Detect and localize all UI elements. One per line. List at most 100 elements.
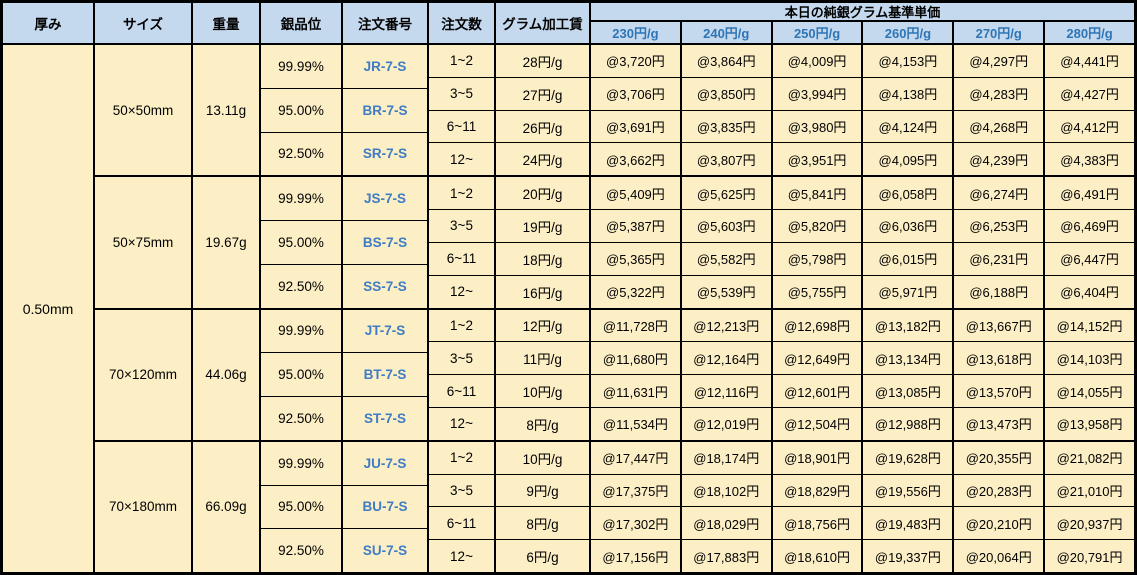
unit-price-value: @5,798円 (773, 242, 864, 275)
unit-price-value: @20,937円 (1056, 516, 1123, 532)
unit-price-value: @19,483円 (863, 507, 955, 540)
purity-value: 95.00% (261, 88, 343, 132)
col-header-gram-fee: グラム加工賃 (496, 3, 591, 43)
blocks: 50×50mm 13.11g 99.99% JR-7-S 95.00% BR-7-S 92.… (95, 45, 1134, 572)
order-qty-value: 12~ (429, 407, 496, 440)
unit-price-value: @3,994円 (773, 77, 864, 110)
gram-fee-value: 19円/g (496, 210, 591, 242)
unit-price-value: @5,409円 (591, 177, 682, 210)
order-number-link[interactable]: SS-7-S (343, 264, 429, 308)
order-number-link[interactable]: JU-7-S (343, 441, 429, 485)
unit-price-value: @13,473円 (954, 407, 1046, 440)
gram-fee-value: 6円/g (496, 540, 591, 572)
unit-price-value: @18,102円 (682, 474, 773, 507)
unit-price-value: @11,680円 (591, 342, 682, 375)
order-qty-value: 1~2 (429, 45, 496, 77)
col-header-weight: 重量 (193, 3, 261, 43)
qty-group: 1~2 10円/g @17,447円 @18,174円 @18,901円 @19,628円… (429, 441, 1134, 572)
purity-value: 95.00% (261, 221, 343, 264)
unit-price-value: @20,791円 (1056, 549, 1123, 565)
price-row: 3~5 11円/g @11,680円 @12,164円 @12,649円 @13,134円… (429, 342, 1134, 376)
price-row: 6~11 8円/g @17,302円 @18,029円 @18,756円 @19,483円… (429, 507, 1134, 541)
unit-price-value: @4,009円 (773, 45, 864, 77)
unit-price-value: @11,631円 (591, 375, 682, 407)
col-header-order-no: 注文番号 (343, 3, 429, 43)
unit-price-value: @3,662円 (591, 143, 682, 176)
size-block: 70×120mm 44.06g 99.99% JT-7-S 95.00% BT-7-S 92… (95, 309, 1134, 442)
purity-row: 95.00% BR-7-S (261, 88, 429, 133)
price-tier-header-270: 270円/g (954, 22, 1046, 43)
price-row: 12~ 6円/g @17,156円 @17,883円 @18,610円 @19,337円 @… (429, 540, 1134, 572)
order-qty-value: 6~11 (429, 507, 496, 540)
gram-fee-value: 27円/g (496, 77, 591, 110)
table-header: 厚み サイズ 重量 銀品位 注文番号 注文数 グラム加工賃 本日の純銀グラム基準… (3, 3, 1134, 45)
unit-price-value: @20,064円 (954, 540, 1046, 572)
unit-price-value: @12,504円 (773, 407, 864, 440)
unit-price-value: @4,412円 (1060, 120, 1119, 136)
order-number-link[interactable]: ST-7-S (343, 397, 429, 440)
qty-group: 1~2 12円/g @11,728円 @12,213円 @12,698円 @13,182円… (429, 309, 1134, 440)
purity-row: 99.99% JT-7-S (261, 309, 429, 354)
order-number-link[interactable]: SU-7-S (343, 529, 429, 572)
unit-price-value: @19,337円 (863, 540, 955, 572)
price-tier-header-260: 260円/g (863, 22, 955, 43)
purity-value: 95.00% (261, 485, 343, 529)
purity-value: 99.99% (261, 441, 343, 485)
order-number-link[interactable]: SR-7-S (343, 132, 429, 176)
unit-price-value: @14,103円 (1056, 351, 1123, 367)
unit-price-value: @6,491円 (1060, 186, 1119, 202)
unit-price-value: @13,134円 (863, 342, 955, 375)
unit-price-value: @11,534円 (591, 407, 682, 440)
unit-price-value: @4,239円 (954, 143, 1046, 176)
price-row: 1~2 12円/g @11,728円 @12,213円 @12,698円 @13,182円… (429, 309, 1134, 343)
size-value: 50×75mm (95, 177, 193, 308)
unit-price-value: @12,116円 (682, 375, 773, 407)
unit-price-value: @6,058円 (863, 177, 955, 210)
order-qty-value: 3~5 (429, 342, 496, 375)
unit-price-value: @6,253円 (954, 210, 1046, 242)
unit-price-value: @20,283円 (954, 474, 1046, 507)
unit-price-value: @13,085円 (863, 375, 955, 407)
unit-price-value: @18,901円 (773, 441, 864, 474)
unit-price-value: @13,618円 (954, 342, 1046, 375)
size-block: 50×50mm 13.11g 99.99% JR-7-S 95.00% BR-7-S 92.… (95, 45, 1134, 178)
gram-fee-value: 24円/g (496, 143, 591, 176)
order-qty-value: 1~2 (429, 441, 496, 474)
unit-price-value: @12,698円 (773, 309, 864, 342)
unit-price-value: @3,807円 (682, 143, 773, 176)
purity-value: 95.00% (261, 353, 343, 396)
order-number-link[interactable]: JR-7-S (343, 45, 429, 88)
unit-price-value: @12,988円 (863, 407, 955, 440)
order-number-link[interactable]: BT-7-S (343, 353, 429, 396)
unit-price-value: @3,980円 (773, 110, 864, 143)
price-row: 12~ 16円/g @5,322円 @5,539円 @5,755円 @5,971円 @6,1… (429, 275, 1134, 308)
unit-price-value: @6,274円 (954, 177, 1046, 210)
unit-price-value: @5,387円 (591, 210, 682, 242)
gram-fee-value: 26円/g (496, 110, 591, 143)
order-number-link[interactable]: JS-7-S (343, 177, 429, 220)
unit-price-value: @18,174円 (682, 441, 773, 474)
gram-fee-value: 12円/g (496, 309, 591, 342)
purity-value: 92.50% (261, 264, 343, 308)
order-number-link[interactable]: BU-7-S (343, 485, 429, 529)
order-number-link[interactable]: JT-7-S (343, 309, 429, 353)
order-qty-value: 6~11 (429, 242, 496, 275)
purity-row: 95.00% BT-7-S (261, 353, 429, 397)
unit-price-value: @4,124円 (863, 110, 955, 143)
price-header-group: 本日の純銀グラム基準単価 230円/g 240円/g 250円/g 260円/g… (591, 3, 1134, 43)
order-number-link[interactable]: BR-7-S (343, 88, 429, 132)
unit-price-value: @5,820円 (773, 210, 864, 242)
purity-group: 99.99% JR-7-S 95.00% BR-7-S 92.50% SR-7-S (261, 45, 429, 176)
price-row: 3~5 27円/g @3,706円 @3,850円 @3,994円 @4,138円 @4,2… (429, 77, 1134, 111)
order-qty-value: 6~11 (429, 110, 496, 143)
order-number-link[interactable]: BS-7-S (343, 221, 429, 264)
price-row: 3~5 19円/g @5,387円 @5,603円 @5,820円 @6,036円 @6,2… (429, 210, 1134, 243)
gram-fee-value: 16円/g (496, 275, 591, 308)
qty-group: 1~2 28円/g @3,720円 @3,864円 @4,009円 @4,153円 @4,2… (429, 45, 1134, 176)
price-tier-header-230: 230円/g (591, 22, 682, 43)
purity-row: 95.00% BS-7-S (261, 221, 429, 265)
unit-price-value: @4,268円 (954, 110, 1046, 143)
gram-fee-value: 10円/g (496, 441, 591, 474)
unit-price-value: @18,756円 (773, 507, 864, 540)
purity-group: 99.99% JU-7-S 95.00% BU-7-S 92.50% SU-7-S (261, 441, 429, 572)
